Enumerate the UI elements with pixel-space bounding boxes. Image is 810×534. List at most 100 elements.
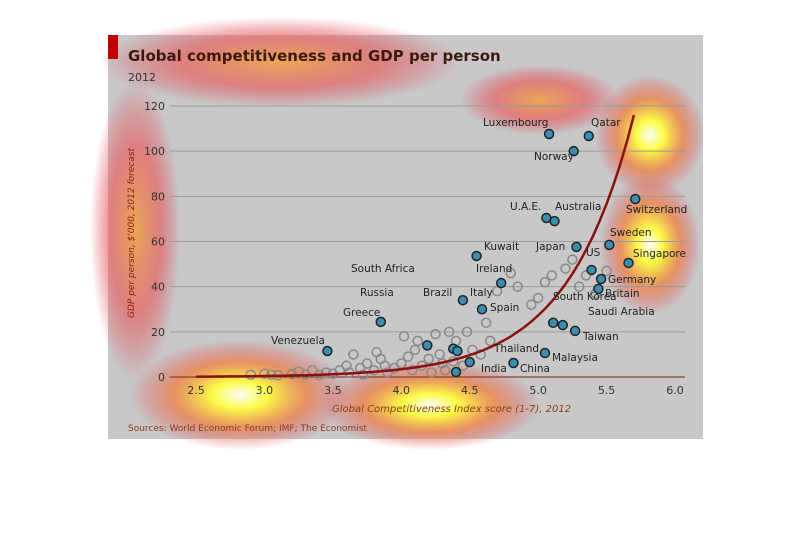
data-point: [573, 281, 585, 292]
point-label: Venezuela: [271, 335, 325, 347]
trend-line: [195, 114, 636, 378]
data-point: [368, 364, 380, 376]
point-label: Ireland: [476, 263, 512, 275]
data-point-norway: [568, 145, 579, 157]
data-point: [402, 351, 414, 362]
data-point-japan: [571, 241, 582, 253]
point-label: India: [481, 363, 507, 375]
point-label: Taiwan: [582, 331, 619, 343]
x-tick-label: 4.0: [393, 384, 411, 397]
data-point-greece: [375, 316, 387, 328]
data-point-britain: [593, 283, 604, 295]
y-tick-label: 0: [158, 371, 165, 384]
y-tick-label: 20: [151, 326, 165, 339]
x-tick-label: 5.5: [598, 384, 616, 397]
x-tick-label: 6.0: [666, 384, 684, 397]
data-point: [567, 254, 578, 265]
data-point: [430, 328, 441, 340]
y-tick-label: 80: [151, 190, 165, 203]
data-point: [601, 265, 612, 277]
data-point: [439, 364, 451, 376]
data-point: [491, 285, 503, 297]
point-label: Sweden: [610, 227, 652, 239]
data-point-australia: [549, 215, 560, 227]
data-point: [409, 344, 421, 356]
data-point: [320, 367, 332, 378]
data-point-saudi-arabia: [557, 319, 569, 331]
chart-subtitle: 2012: [128, 71, 156, 84]
data-point: [423, 353, 434, 365]
data-point: [259, 368, 270, 379]
data-point: [348, 349, 359, 360]
x-tick-label: 3.5: [324, 384, 342, 397]
point-label: Switzerland: [626, 204, 687, 216]
data-point: [412, 335, 423, 347]
point-label: Singapore: [633, 248, 686, 260]
data-point: [406, 364, 418, 376]
point-label: U.A.E.: [510, 201, 541, 213]
data-point: [484, 335, 496, 347]
data-point-singapore: [623, 257, 634, 269]
point-label: China: [520, 363, 550, 375]
chart-title: Global competitiveness and GDP per perso…: [128, 47, 501, 65]
data-point-south-africa: [452, 345, 463, 357]
y-tick-label: 40: [151, 281, 165, 294]
data-point: [245, 369, 256, 380]
data-point: [480, 317, 492, 329]
data-point: [532, 292, 544, 304]
data-point-china: [508, 357, 519, 369]
data-point-germany: [595, 273, 607, 285]
data-point-ireland: [495, 277, 507, 289]
data-point-venezuela: [322, 345, 333, 357]
point-label: Russia: [360, 287, 394, 299]
data-point-kuwait: [471, 250, 482, 262]
x-tick-label: 5.0: [529, 384, 547, 397]
data-point-russia: [422, 340, 433, 351]
point-label: Malaysia: [552, 352, 598, 364]
point-label: Greece: [343, 307, 380, 319]
source-note: Sources: World Economic Forum; IMF; The …: [128, 424, 367, 434]
point-label: Britain: [605, 288, 640, 300]
x-axis-label: Global Competitiveness Index score (1-7)…: [332, 404, 571, 415]
y-tick-label: 60: [151, 236, 165, 249]
data-point-malaysia: [539, 347, 551, 359]
data-point-india: [450, 366, 462, 378]
data-point: [505, 267, 517, 279]
data-point: [398, 331, 410, 342]
data-point-qatar: [583, 130, 595, 142]
point-label: Kuwait: [484, 241, 519, 253]
data-point: [443, 326, 455, 338]
data-point: [461, 326, 473, 338]
point-label: Spain: [490, 302, 519, 314]
red-tag: [108, 35, 118, 59]
data-point: [341, 360, 352, 371]
data-point-south-korea: [547, 317, 559, 329]
data-point: [357, 369, 369, 380]
x-tick-label: 2.5: [187, 384, 205, 397]
data-point-thailand: [464, 356, 475, 368]
data-point-taiwan: [569, 325, 581, 337]
point-label: Japan: [535, 241, 565, 253]
point-label: Germany: [608, 274, 656, 286]
y-axis-label: GDP per person, $'000, 2012 forecast: [127, 147, 137, 318]
data-point: [546, 270, 558, 281]
point-label: US: [586, 247, 601, 259]
x-tick-label: 4.5: [461, 384, 479, 397]
data-point: [526, 299, 537, 310]
point-label: Brazil: [423, 287, 452, 299]
data-point-sweden: [604, 239, 615, 251]
y-tick-label: 100: [144, 145, 165, 158]
heatmap-overlay: [90, 17, 705, 450]
point-label: Australia: [555, 201, 601, 213]
data-point: [580, 270, 592, 281]
x-tick-label: 3.0: [256, 384, 274, 397]
point-label: Italy: [470, 287, 493, 299]
data-point: [560, 263, 571, 274]
y-tick-label: 120: [144, 100, 165, 113]
point-label: Thailand: [493, 343, 539, 355]
point-label: Norway: [534, 151, 574, 163]
point-label: South Africa: [351, 263, 415, 275]
data-point: [539, 276, 551, 288]
data-point-italy: [457, 294, 469, 306]
